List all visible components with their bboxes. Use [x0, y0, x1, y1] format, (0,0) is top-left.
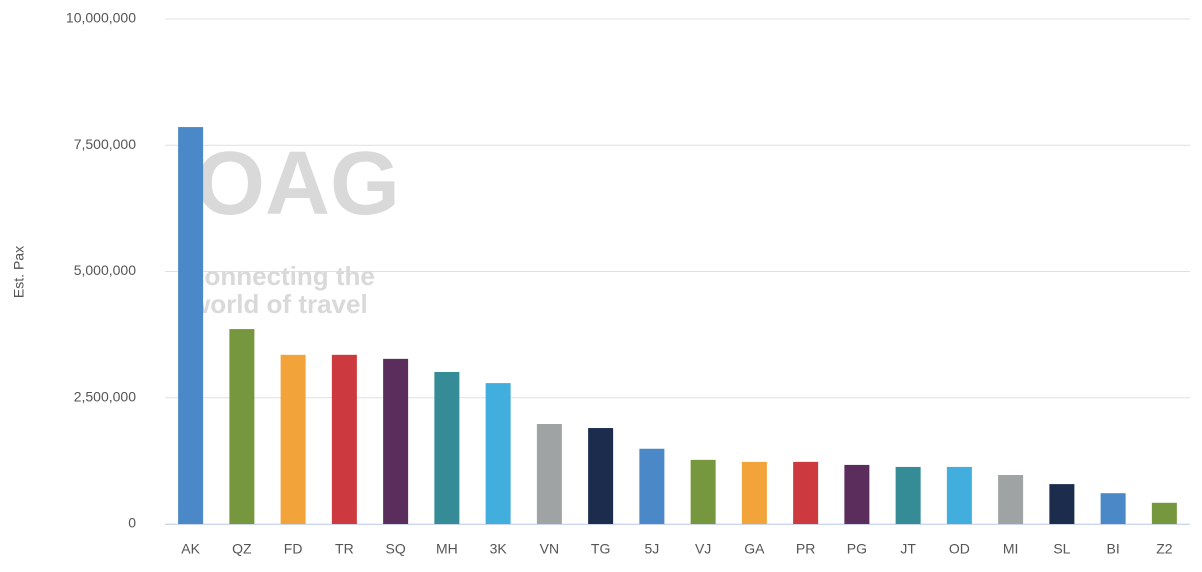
bar [741, 461, 767, 524]
y-tick-label: 2,500,000 [74, 388, 136, 404]
x-tick-label: PR [796, 541, 815, 557]
x-tick-label: MI [1003, 541, 1019, 557]
bar [536, 424, 562, 524]
y-axis-label: Est. Pax [11, 246, 27, 298]
x-tick-label: AK [181, 541, 200, 557]
bar [485, 383, 511, 524]
x-tick-label: Z2 [1156, 541, 1173, 557]
x-tick-label: TR [335, 541, 354, 557]
x-tick-label: PG [847, 541, 867, 557]
y-tick-label: 7,500,000 [74, 136, 136, 152]
bar [178, 127, 204, 524]
x-tick-label: VN [540, 541, 559, 557]
y-tick-label: 5,000,000 [74, 262, 136, 278]
x-tick-label: GA [744, 541, 765, 557]
bar [588, 428, 614, 524]
bar [434, 371, 460, 524]
x-tick-label: BI [1107, 541, 1120, 557]
x-tick-label: TG [591, 541, 610, 557]
y-tick-label: 0 [128, 515, 136, 531]
watermark-logo: OAG [195, 134, 400, 234]
bar [280, 354, 306, 524]
x-tick-label: JT [900, 541, 916, 557]
x-tick-label: FD [284, 541, 303, 557]
bar [1151, 502, 1177, 524]
bar [793, 461, 819, 524]
bar [229, 329, 255, 524]
bar [383, 358, 409, 524]
x-tick-label: SQ [386, 541, 406, 557]
bar [998, 475, 1024, 524]
bar [690, 459, 716, 524]
bar [639, 448, 665, 524]
x-tick-label: QZ [232, 541, 252, 557]
x-tick-label: OD [949, 541, 970, 557]
bar [844, 464, 870, 524]
x-tick-label: 5J [644, 541, 659, 557]
bar [1100, 493, 1126, 524]
bar [946, 466, 972, 524]
watermark-text: connecting the [190, 261, 375, 291]
watermark-text: world of travel [189, 289, 368, 319]
x-tick-label: 3K [490, 541, 508, 557]
x-tick-label: VJ [695, 541, 711, 557]
y-tick-label: 10,000,000 [66, 10, 136, 26]
x-tick-label: SL [1053, 541, 1070, 557]
bar [331, 354, 357, 524]
bar [895, 466, 921, 524]
bar [1049, 484, 1075, 524]
x-tick-label: MH [436, 541, 458, 557]
